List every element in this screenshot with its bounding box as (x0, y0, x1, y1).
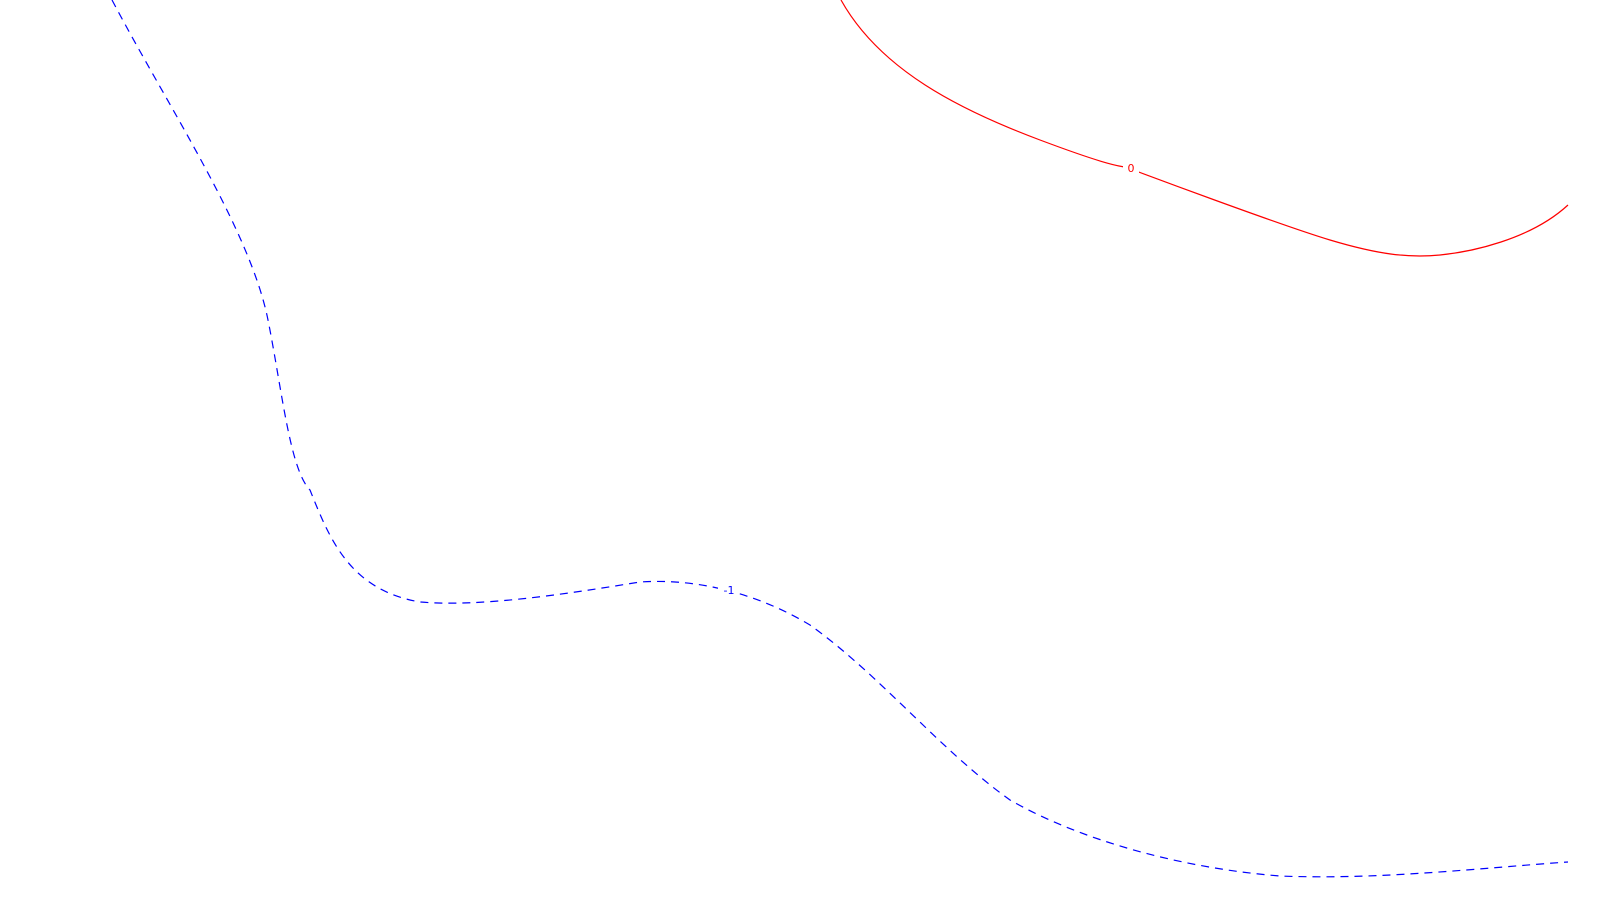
contour-0-label: 0 (1128, 162, 1135, 175)
contour-0-label-background (1123, 162, 1139, 175)
contour-minus1-path (111, 0, 1569, 878)
contour-minus1-label-background (718, 585, 738, 598)
contour-0-path (840, 0, 1569, 257)
contour-minus1-label: -1 (724, 584, 735, 597)
contour-line-minus1: -1 (111, 0, 1569, 878)
contour-line-0: 0 (840, 0, 1569, 257)
